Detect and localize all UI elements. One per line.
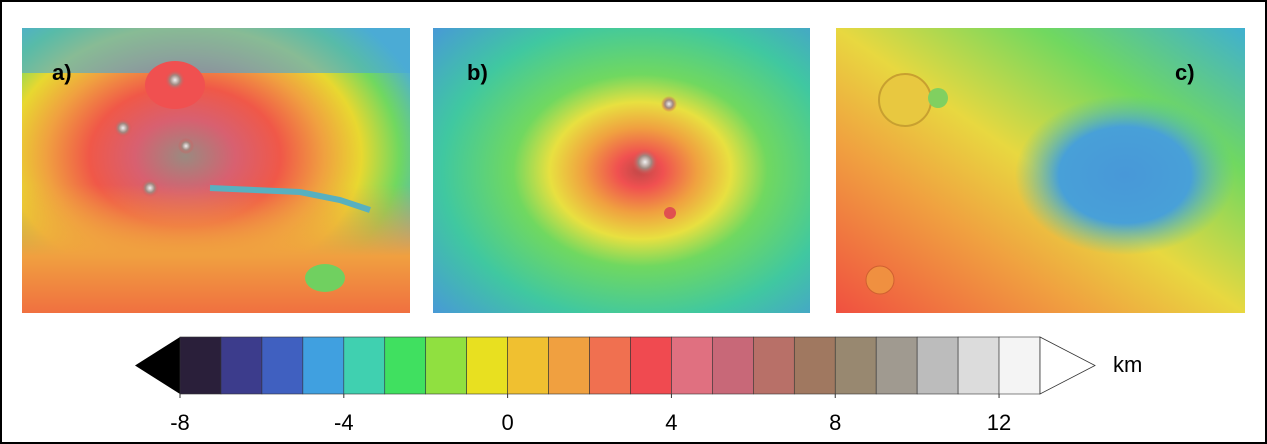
colorbar-tick-label: -8 bbox=[170, 410, 190, 435]
colorbar-segment bbox=[180, 337, 221, 394]
colorbar-tick-label: 12 bbox=[987, 410, 1011, 435]
panel-label: c) bbox=[1175, 60, 1195, 85]
colorbar-segment bbox=[385, 337, 426, 394]
map-b bbox=[433, 28, 810, 313]
colorbar-tick-label: -4 bbox=[334, 410, 354, 435]
panel-label: b) bbox=[467, 60, 488, 85]
colorbar-segment bbox=[753, 337, 794, 394]
map-a bbox=[22, 28, 410, 313]
colorbar-segment bbox=[876, 337, 917, 394]
colorbar-tick-label: 0 bbox=[501, 410, 513, 435]
colorbar: -8 -4 0 4 8 12 bbox=[135, 337, 1095, 435]
colorbar-segment bbox=[426, 337, 467, 394]
colorbar-segment bbox=[712, 337, 753, 394]
colorbar-segment bbox=[262, 337, 303, 394]
colorbar-segment bbox=[590, 337, 631, 394]
colorbar-segment bbox=[835, 337, 876, 394]
colorbar-tick-label: 4 bbox=[665, 410, 677, 435]
colorbar-segment bbox=[508, 337, 549, 394]
colorbar-extend-low bbox=[135, 337, 180, 394]
colorbar-segment bbox=[630, 337, 671, 394]
colorbar-segment bbox=[221, 337, 262, 394]
colorbar-segment bbox=[303, 337, 344, 394]
colorbar-segment bbox=[467, 337, 508, 394]
colorbar-segment bbox=[794, 337, 835, 394]
colorbar-extend-high bbox=[1040, 337, 1095, 394]
colorbar-segment bbox=[999, 337, 1040, 394]
colorbar-tick-label: 8 bbox=[829, 410, 841, 435]
colorbar-segment bbox=[958, 337, 999, 394]
colorbar-segment bbox=[344, 337, 385, 394]
colorbar-segment bbox=[917, 337, 958, 394]
panel-label: a) bbox=[52, 60, 72, 85]
colorbar-segment bbox=[671, 337, 712, 394]
colorbar-segment bbox=[549, 337, 590, 394]
figure: a) b) c) -8 -4 0 4 8 12 km bbox=[0, 0, 1267, 444]
colorbar-unit: km bbox=[1113, 352, 1142, 377]
